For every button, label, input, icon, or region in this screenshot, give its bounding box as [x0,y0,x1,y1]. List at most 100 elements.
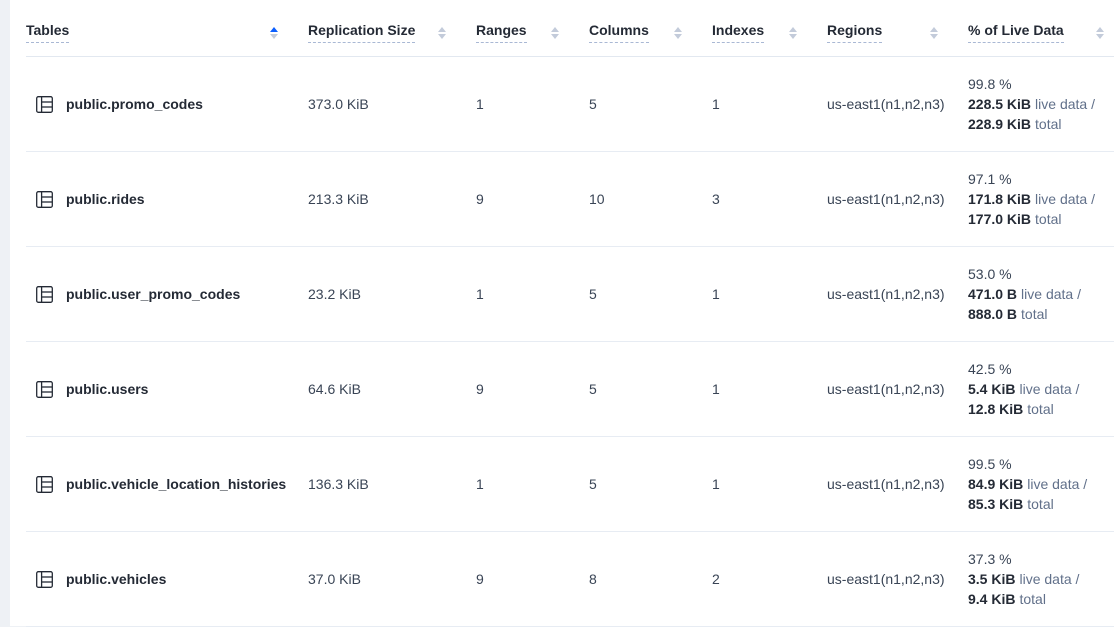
sort-descending-icon[interactable] [1096,33,1104,39]
live-data-label: live data / [1021,286,1081,302]
indexes-cell: 1 [712,381,720,397]
live-data-percent: 99.8 % [968,76,1012,92]
table-icon [36,475,53,493]
table-icon [36,285,53,303]
table-body: public.promo_codes 373.0 KiB 1 5 1 us-ea… [26,57,1114,627]
sort-arrows-icon[interactable] [1096,26,1104,39]
total-data-line: 9.4 KiB total [968,589,1114,609]
sort-arrows-icon[interactable] [270,26,278,39]
live-data-percent: 53.0 % [968,266,1012,282]
indexes-cell: 1 [712,476,720,492]
sort-ascending-icon[interactable] [789,26,797,32]
table-name-link[interactable]: public.user_promo_codes [66,286,241,302]
column-header-indexes[interactable]: Indexes [712,22,827,43]
live-data-size: 228.5 KiB [968,96,1032,112]
column-header-tables[interactable]: Tables [26,22,308,43]
sort-descending-icon[interactable] [551,33,559,39]
total-data-size: 228.9 KiB [968,116,1032,132]
percent-live-data-cell: 97.1 % 171.8 KiB live data / 177.0 KiB tot… [968,169,1114,229]
replication-size-cell: 23.2 KiB [308,286,361,302]
column-header-ranges[interactable]: Ranges [476,22,589,43]
columns-cell: 5 [589,96,597,112]
sort-arrows-icon[interactable] [930,26,938,39]
live-data-size: 3.5 KiB [968,571,1016,587]
table-row: public.vehicle_location_histories 136.3 … [26,437,1114,532]
column-header-label[interactable]: Indexes [712,22,765,43]
column-header-label[interactable]: Replication Size [308,22,416,43]
table-name-cell[interactable]: public.user_promo_codes [26,285,308,303]
table-icon [36,190,53,208]
regions-cell: us-east1(n1,n2,n3) [827,571,945,587]
replication-size-cell: 37.0 KiB [308,571,361,587]
indexes-cell: 1 [712,96,720,112]
live-data-label: live data / [1019,381,1080,397]
sort-descending-icon[interactable] [930,33,938,39]
sort-descending-icon[interactable] [270,33,278,39]
table-name-cell[interactable]: public.users [26,380,308,398]
column-header-replication-size[interactable]: Replication Size [308,22,476,43]
table-name-link[interactable]: public.vehicles [66,571,167,587]
replication-size-cell: 136.3 KiB [308,476,369,492]
table-name-link[interactable]: public.vehicle_location_histories [66,476,287,492]
total-data-line: 85.3 KiB total [968,494,1114,514]
sort-arrows-icon[interactable] [789,26,797,39]
live-data-size: 471.0 B [968,286,1018,302]
table-name-link[interactable]: public.users [66,381,149,397]
sort-ascending-icon[interactable] [438,26,446,32]
sort-arrows-icon[interactable] [438,26,446,39]
total-data-label: total [1035,211,1062,227]
columns-cell: 5 [589,476,597,492]
column-header-label[interactable]: Tables [26,22,70,43]
ranges-cell: 1 [476,96,484,112]
percent-live-data-cell: 37.3 % 3.5 KiB live data / 9.4 KiB total [968,549,1114,609]
regions-cell: us-east1(n1,n2,n3) [827,286,945,302]
indexes-cell: 3 [712,191,720,207]
column-header-regions[interactable]: Regions [827,22,968,43]
tables-table: Tables Replication Size Ranges Columns I… [26,0,1114,627]
column-header-label[interactable]: Ranges [476,22,527,43]
table-name-link[interactable]: public.promo_codes [66,96,203,112]
sort-descending-icon[interactable] [674,33,682,39]
total-data-size: 85.3 KiB [968,496,1024,512]
sort-ascending-icon[interactable] [270,26,278,32]
live-data-line: 171.8 KiB live data / [968,189,1114,209]
columns-cell: 5 [589,286,597,302]
table-name-link[interactable]: public.rides [66,191,145,207]
sort-descending-icon[interactable] [789,33,797,39]
replication-size-cell: 213.3 KiB [308,191,369,207]
live-data-percent: 37.3 % [968,551,1012,567]
indexes-cell: 1 [712,286,720,302]
indexes-cell: 2 [712,571,720,587]
table-name-cell[interactable]: public.vehicles [26,570,308,588]
columns-cell: 8 [589,571,597,587]
sort-ascending-icon[interactable] [551,26,559,32]
sort-ascending-icon[interactable] [674,26,682,32]
table-icon [36,570,53,588]
sort-arrows-icon[interactable] [674,26,682,39]
live-data-label: live data / [1035,96,1095,112]
sort-ascending-icon[interactable] [930,26,938,32]
sort-descending-icon[interactable] [438,33,446,39]
column-header-label[interactable]: % of Live Data [968,22,1064,43]
total-data-label: total [1021,306,1048,322]
column-header-columns[interactable]: Columns [589,22,712,43]
table-row: public.rides 213.3 KiB 9 10 3 us-east1(n… [26,152,1114,247]
replication-size-cell: 373.0 KiB [308,96,369,112]
column-header-of-live-data[interactable]: % of Live Data [968,22,1114,43]
table-name-cell[interactable]: public.vehicle_location_histories [26,475,308,493]
table-name-cell[interactable]: public.promo_codes [26,95,308,113]
ranges-cell: 9 [476,381,484,397]
total-data-line: 228.9 KiB total [968,114,1114,134]
table-name-cell[interactable]: public.rides [26,190,308,208]
column-header-label[interactable]: Columns [589,22,649,43]
live-data-size: 84.9 KiB [968,476,1024,492]
total-data-size: 12.8 KiB [968,401,1024,417]
column-header-label[interactable]: Regions [827,22,883,43]
total-data-size: 177.0 KiB [968,211,1032,227]
sort-ascending-icon[interactable] [1096,26,1104,32]
table-row: public.vehicles 37.0 KiB 9 8 2 us-east1(… [26,532,1114,627]
sort-arrows-icon[interactable] [551,26,559,39]
table-row: public.promo_codes 373.0 KiB 1 5 1 us-ea… [26,57,1114,152]
